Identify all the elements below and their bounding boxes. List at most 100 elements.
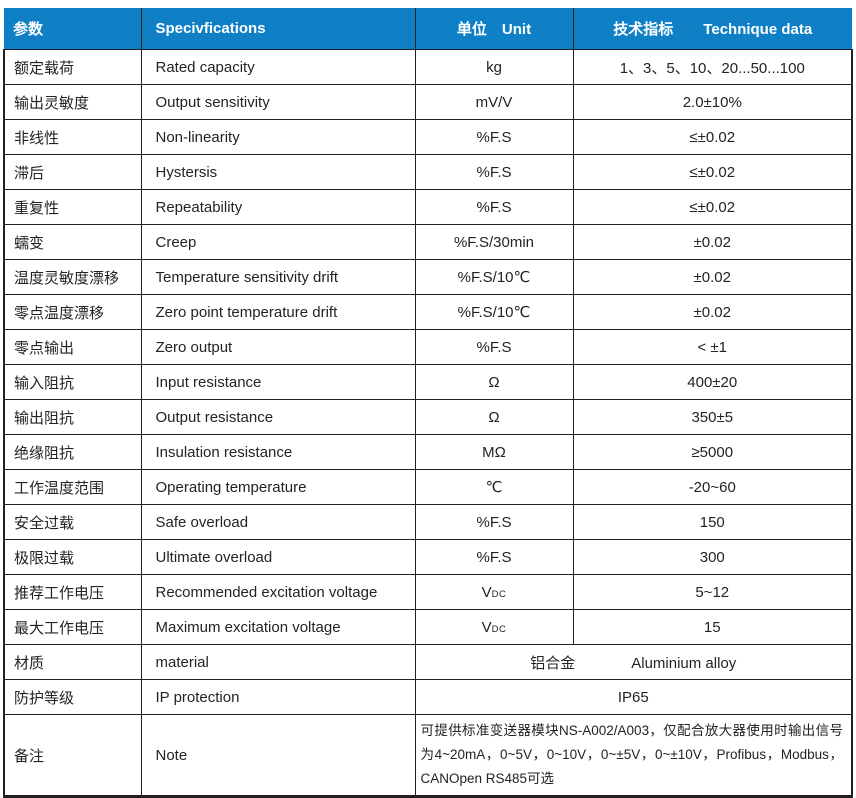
unit-cell: %F.S <box>414 329 574 365</box>
spec-cell: Non-linearity <box>140 119 416 155</box>
spec-cell: Note <box>140 714 416 798</box>
spec-cell: Repeatability <box>140 189 416 225</box>
value-cell: -20~60 <box>572 469 853 505</box>
spec-cell: Hystersis <box>140 154 416 190</box>
value-cell: ±0.02 <box>572 259 853 295</box>
header-technique-cn: 技术指标 <box>613 21 674 38</box>
spec-cell: Zero output <box>140 329 416 365</box>
value-cell: ±0.02 <box>572 294 853 330</box>
spec-cell: Recommended excitation voltage <box>140 574 416 610</box>
material-value-cell: 铝合金 Aluminium alloy <box>414 644 853 680</box>
value-cell: 1、3、5、10、20...50...100 <box>572 49 853 85</box>
value-cell: < ±1 <box>572 329 853 365</box>
value-cell: 2.0±10% <box>572 84 853 120</box>
table-row-zero-output: 零点输出 Zero output %F.S < ±1 <box>3 329 853 365</box>
value-cell: 350±5 <box>572 399 853 435</box>
header-param-label: 参数 <box>13 21 44 38</box>
value-cell: 400±20 <box>572 364 853 400</box>
param-cell: 滞后 <box>3 154 142 190</box>
param-cell: 额定载荷 <box>3 49 142 85</box>
param-cell: 输出阻抗 <box>3 399 142 435</box>
spec-cell: material <box>140 644 416 680</box>
value-cell: ≤±0.02 <box>572 189 853 225</box>
table-row-recommended-voltage: 推荐工作电压 Recommended excitation voltage VD… <box>3 574 853 610</box>
header-unit-cn: 单位 <box>456 21 487 38</box>
value-cell: ±0.02 <box>572 224 853 260</box>
unit-cell: %F.S <box>414 504 574 540</box>
value-cell: ≤±0.02 <box>572 119 853 155</box>
table-row-zero-temp-drift: 零点温度漂移 Zero point temperature drift %F.S… <box>3 294 853 330</box>
table-body: 额定载荷 Rated capacity kg 1、3、5、10、20...50.… <box>3 49 853 798</box>
note-value-cell: 可提供标准变送器模块NS-A002/A003，仅配合放大器使用时输出信号为4~2… <box>414 714 853 798</box>
table-row-temp-sensitivity-drift: 温度灵敏度漂移 Temperature sensitivity drift %F… <box>3 259 853 295</box>
header-row: 参数 Specivfications 单位 Unit 技术指标 Technique … <box>4 8 852 50</box>
param-cell: 输入阻抗 <box>3 364 142 400</box>
header-unit: 单位 Unit <box>414 8 574 50</box>
unit-cell: Ω <box>414 364 574 400</box>
table-row-output-sensitivity: 输出灵敏度 Output sensitivity mV/V 2.0±10% <box>3 84 853 120</box>
value-cell: 5~12 <box>572 574 853 610</box>
unit-cell: Ω <box>414 399 574 435</box>
table-row-note: 备注 Note 可提供标准变送器模块NS-A002/A003，仅配合放大器使用时… <box>3 714 853 798</box>
spec-cell: Safe overload <box>140 504 416 540</box>
param-cell: 重复性 <box>3 189 142 225</box>
unit-subscript: DC <box>491 588 507 600</box>
spec-cell: Temperature sensitivity drift <box>140 259 416 295</box>
unit-cell: %F.S <box>414 119 574 155</box>
specifications-table: 参数 Specivfications 单位 Unit 技术指标 Technique … <box>3 8 853 798</box>
unit-cell: %F.S <box>414 154 574 190</box>
param-cell: 温度灵敏度漂移 <box>3 259 142 295</box>
table-row-creep: 蠕变 Creep %F.S/30min ±0.02 <box>3 224 853 260</box>
table-row-ip-protection: 防护等级 IP protection IP65 <box>3 679 853 715</box>
unit-cell: %F.S <box>414 539 574 575</box>
value-cell: 150 <box>572 504 853 540</box>
table-row-maximum-voltage: 最大工作电压 Maximum excitation voltage VDC 15 <box>3 609 853 645</box>
value-cell: 300 <box>572 539 853 575</box>
param-cell: 安全过载 <box>3 504 142 540</box>
unit-cell: VDC <box>414 574 574 610</box>
unit-subscript: DC <box>491 623 507 635</box>
spec-cell: Operating temperature <box>140 469 416 505</box>
param-cell: 绝缘阻抗 <box>3 434 142 470</box>
param-cell: 防护等级 <box>3 679 142 715</box>
param-cell: 非线性 <box>3 119 142 155</box>
spec-sheet: 参数 Specivfications 单位 Unit 技术指标 Technique … <box>3 8 853 798</box>
ip-value-cell: IP65 <box>414 679 853 715</box>
table-row-safe-overload: 安全过载 Safe overload %F.S 150 <box>3 504 853 540</box>
header-technique-data: 技术指标 Technique data <box>572 8 852 50</box>
spec-cell: Input resistance <box>140 364 416 400</box>
material-en: Aluminium alloy <box>631 654 737 672</box>
header-technique-en: Technique data <box>703 21 813 38</box>
unit-cell: %F.S <box>414 189 574 225</box>
spec-cell: Rated capacity <box>140 49 416 85</box>
table-row-rated-capacity: 额定载荷 Rated capacity kg 1、3、5、10、20...50.… <box>3 49 853 85</box>
value-cell: ≥5000 <box>572 434 853 470</box>
spec-cell: Creep <box>140 224 416 260</box>
unit-cell: ℃ <box>414 469 574 505</box>
spec-cell: Maximum excitation voltage <box>140 609 416 645</box>
header-param: 参数 <box>4 8 142 50</box>
param-cell: 最大工作电压 <box>3 609 142 645</box>
param-cell: 零点温度漂移 <box>3 294 142 330</box>
param-cell: 推荐工作电压 <box>3 574 142 610</box>
spec-cell: Insulation resistance <box>140 434 416 470</box>
spec-cell: Ultimate overload <box>140 539 416 575</box>
table-row-non-linearity: 非线性 Non-linearity %F.S ≤±0.02 <box>3 119 853 155</box>
unit-cell: %F.S/10℃ <box>414 259 574 295</box>
value-cell: 15 <box>572 609 853 645</box>
unit-main: V <box>481 618 492 636</box>
table-row-input-resistance: 输入阻抗 Input resistance Ω 400±20 <box>3 364 853 400</box>
spec-cell: Output resistance <box>140 399 416 435</box>
table-row-material: 材质 material 铝合金 Aluminium alloy <box>3 644 853 680</box>
table-row-output-resistance: 输出阻抗 Output resistance Ω 350±5 <box>3 399 853 435</box>
param-cell: 输出灵敏度 <box>3 84 142 120</box>
material-cn: 铝合金 <box>530 654 576 672</box>
unit-cell: VDC <box>414 609 574 645</box>
value-cell: ≤±0.02 <box>572 154 853 190</box>
header-specifications: Specivfications <box>140 8 416 50</box>
header-specifications-label: Specivfications <box>155 20 266 37</box>
param-cell: 备注 <box>3 714 142 798</box>
table-header: 参数 Specivfications 单位 Unit 技术指标 Technique … <box>4 8 852 50</box>
unit-cell: %F.S/10℃ <box>414 294 574 330</box>
param-cell: 极限过载 <box>3 539 142 575</box>
